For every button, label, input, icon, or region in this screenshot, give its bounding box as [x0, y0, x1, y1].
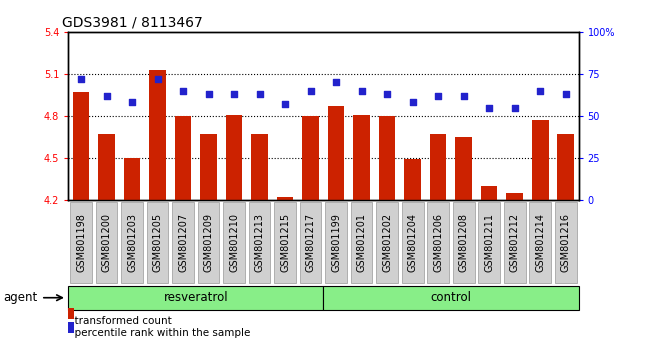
Point: [382, 91, 393, 97]
Bar: [124, 158, 140, 200]
Text: GSM801216: GSM801216: [561, 213, 571, 272]
Bar: [223, 202, 245, 283]
Text: GSM801204: GSM801204: [408, 213, 418, 272]
Point: [433, 93, 443, 98]
Point: [535, 88, 545, 93]
Text: GSM801215: GSM801215: [280, 213, 290, 272]
Bar: [300, 202, 322, 283]
Text: GSM801210: GSM801210: [229, 213, 239, 272]
Bar: [351, 202, 372, 283]
Bar: [249, 202, 270, 283]
Point: [510, 105, 520, 110]
Text: GSM801200: GSM801200: [101, 213, 112, 272]
Text: GSM801202: GSM801202: [382, 213, 392, 272]
Bar: [379, 116, 395, 200]
Point: [356, 88, 367, 93]
Text: transformed count: transformed count: [68, 316, 172, 326]
Point: [280, 101, 291, 107]
Point: [203, 91, 214, 97]
Text: GSM801201: GSM801201: [357, 213, 367, 272]
Text: GSM801213: GSM801213: [255, 213, 265, 272]
Point: [458, 93, 469, 98]
Bar: [150, 70, 166, 200]
Bar: [68, 308, 73, 319]
Bar: [427, 202, 449, 283]
Text: GSM801208: GSM801208: [459, 213, 469, 272]
Bar: [73, 92, 89, 200]
Bar: [558, 134, 574, 200]
Bar: [430, 134, 447, 200]
Text: GSM801209: GSM801209: [203, 213, 214, 272]
Bar: [175, 116, 191, 200]
Point: [484, 105, 495, 110]
Bar: [453, 202, 474, 283]
Text: agent: agent: [3, 291, 38, 304]
Bar: [456, 137, 472, 200]
Point: [152, 76, 162, 82]
Point: [76, 76, 86, 82]
Bar: [555, 202, 577, 283]
Bar: [98, 134, 115, 200]
Point: [306, 88, 316, 93]
Bar: [70, 202, 92, 283]
Bar: [121, 202, 143, 283]
Point: [101, 93, 112, 98]
Bar: [325, 202, 347, 283]
Bar: [172, 202, 194, 283]
Text: GSM801212: GSM801212: [510, 213, 520, 272]
Bar: [404, 159, 421, 200]
Text: GSM801207: GSM801207: [178, 213, 188, 272]
Point: [254, 91, 265, 97]
Text: GSM801205: GSM801205: [153, 213, 162, 272]
Point: [178, 88, 188, 93]
Bar: [354, 115, 370, 200]
Bar: [481, 186, 497, 200]
Point: [331, 79, 341, 85]
Bar: [328, 106, 345, 200]
Bar: [252, 134, 268, 200]
Bar: [302, 116, 319, 200]
Bar: [506, 193, 523, 200]
Point: [127, 100, 137, 105]
Bar: [96, 202, 118, 283]
Bar: [529, 202, 551, 283]
Point: [408, 100, 418, 105]
Text: GSM801203: GSM801203: [127, 213, 137, 272]
Text: GSM801199: GSM801199: [331, 213, 341, 272]
Bar: [68, 286, 324, 310]
Bar: [277, 197, 293, 200]
Text: resveratrol: resveratrol: [164, 291, 228, 304]
Bar: [226, 115, 242, 200]
Bar: [274, 202, 296, 283]
Bar: [324, 286, 578, 310]
Bar: [504, 202, 526, 283]
Text: percentile rank within the sample: percentile rank within the sample: [68, 328, 251, 338]
Text: GSM801198: GSM801198: [76, 213, 86, 272]
Bar: [532, 120, 549, 200]
Point: [229, 91, 239, 97]
Bar: [376, 202, 398, 283]
Bar: [478, 202, 500, 283]
Text: GSM801217: GSM801217: [306, 213, 316, 272]
Bar: [402, 202, 424, 283]
Text: GSM801214: GSM801214: [535, 213, 545, 272]
Bar: [198, 202, 220, 283]
Point: [560, 91, 571, 97]
Bar: [147, 202, 168, 283]
Text: GDS3981 / 8113467: GDS3981 / 8113467: [62, 16, 203, 30]
Text: GSM801206: GSM801206: [433, 213, 443, 272]
Bar: [68, 322, 73, 333]
Text: control: control: [430, 291, 471, 304]
Bar: [200, 134, 217, 200]
Text: GSM801211: GSM801211: [484, 213, 494, 272]
